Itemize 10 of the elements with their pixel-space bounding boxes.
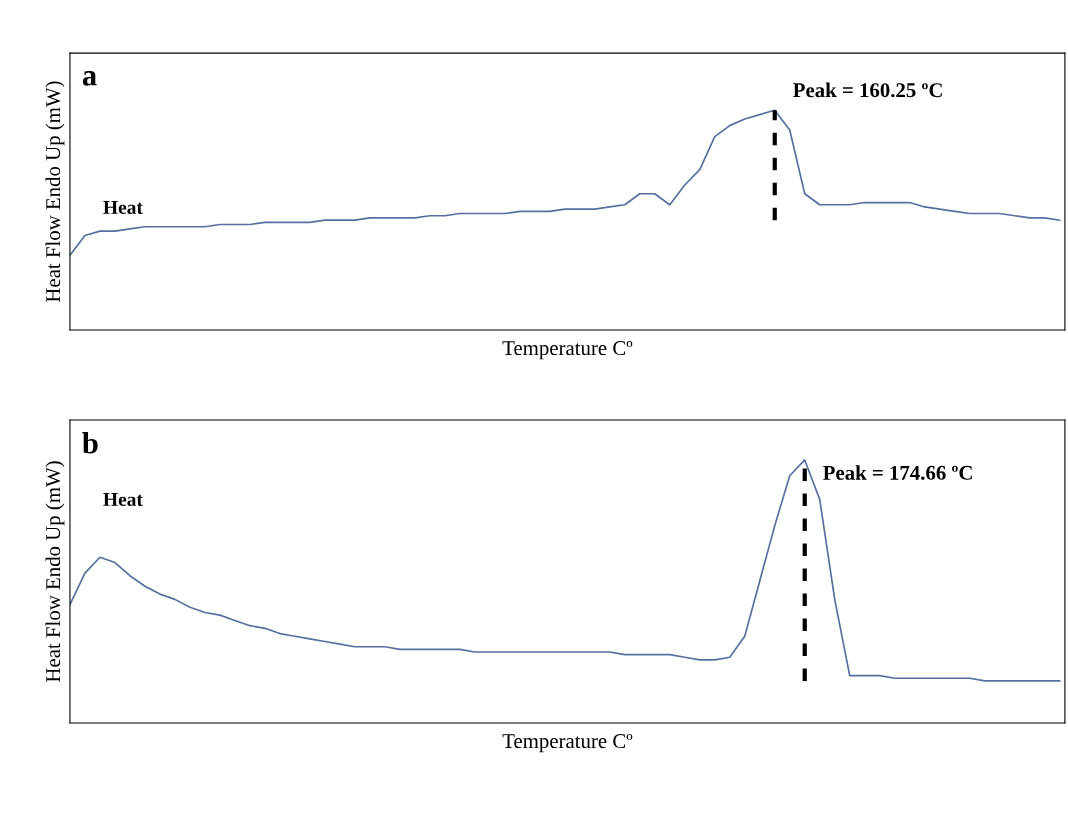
y-axis-title: Heat Flow Endo Up (mW) (45, 461, 65, 682)
chart-title: b (82, 432, 98, 454)
y-axis-title: Heat Flow Endo Up (mW) (45, 81, 65, 303)
chart-title: a (82, 71, 97, 86)
annotation: Heat (103, 201, 143, 214)
annotation: Heat (103, 493, 143, 506)
x-axis-title: Temperature Cº (502, 734, 633, 753)
text: Peak = 160.25 ºC (793, 82, 942, 98)
x-axis-title: Temperature Cº (502, 341, 633, 360)
annotation: Peak = 174.66 ºC (823, 465, 972, 480)
